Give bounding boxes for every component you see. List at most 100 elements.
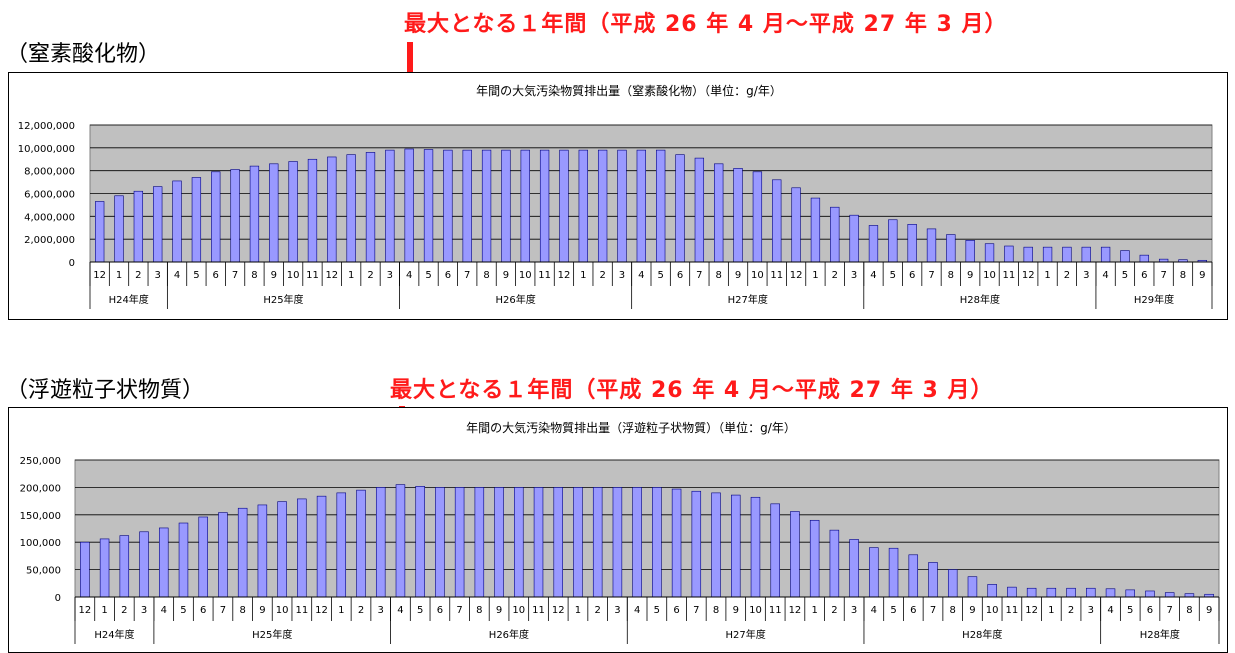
- bar: [395, 484, 406, 598]
- x-category-label: 3: [141, 605, 147, 616]
- x-category-label: 2: [595, 605, 601, 616]
- x-category-label: 12: [552, 605, 565, 616]
- x-category-label: 1: [811, 605, 817, 616]
- x-category-label: 3: [1083, 270, 1089, 281]
- bar: [307, 158, 318, 263]
- bar: [671, 488, 682, 598]
- x-category-label: 12: [315, 605, 328, 616]
- bar: [494, 487, 504, 598]
- x-category-label: 3: [1088, 605, 1094, 616]
- bar: [1023, 246, 1033, 263]
- x-category-label: 7: [1160, 270, 1166, 281]
- x-category-label: 9: [735, 270, 741, 281]
- x-category-label: 10: [749, 605, 762, 616]
- bar: [770, 503, 780, 598]
- bar: [520, 149, 530, 263]
- bar: [1164, 592, 1175, 598]
- y-tick-label: 200,000: [20, 483, 61, 494]
- x-category-label: 12: [789, 605, 802, 616]
- x-category-label: 7: [928, 270, 934, 281]
- peak-period-annotation-spm: 最大となる１年間（平成 26 年 4 月～平成 27 年 3 月）: [390, 378, 994, 403]
- x-category-label: 10: [276, 605, 289, 616]
- bar: [159, 527, 169, 598]
- x-category-label: 9: [1199, 270, 1205, 281]
- bar: [947, 569, 958, 598]
- bar: [415, 486, 425, 598]
- bar: [731, 494, 741, 598]
- x-category-label: 5: [890, 270, 896, 281]
- x-category-label: 8: [1180, 270, 1186, 281]
- bar: [984, 243, 995, 263]
- bar: [133, 190, 144, 263]
- x-category-label: 12: [325, 270, 338, 281]
- bar: [249, 165, 260, 263]
- x-category-label: 1: [338, 605, 344, 616]
- x-category-label: 6: [200, 605, 206, 616]
- x-category-label: 2: [599, 270, 605, 281]
- x-category-label: 12: [558, 270, 571, 281]
- bar: [597, 149, 608, 263]
- x-category-label: 2: [367, 270, 373, 281]
- x-category-label: 11: [538, 270, 551, 281]
- x-category-label: 6: [445, 270, 451, 281]
- fiscal-year-label: H26年度: [495, 293, 535, 306]
- bar: [501, 149, 511, 263]
- fiscal-year-label: H25年度: [263, 293, 303, 306]
- y-tick-label: 8,000,000: [24, 167, 75, 178]
- x-category-label: 8: [1186, 605, 1192, 616]
- x-category-label: 3: [619, 270, 625, 281]
- x-category-label: 4: [174, 270, 180, 281]
- bar: [829, 529, 840, 598]
- x-category-label: 4: [871, 605, 877, 616]
- x-category-label: 5: [654, 605, 660, 616]
- bar: [869, 547, 879, 598]
- y-tick-label: 2,000,000: [24, 235, 75, 246]
- fiscal-year-label: H28年度: [962, 628, 1002, 641]
- bar: [1145, 590, 1155, 598]
- bar: [907, 224, 917, 263]
- x-category-label: 12: [1022, 270, 1035, 281]
- bar: [1100, 246, 1111, 263]
- x-category-label: 7: [696, 270, 702, 281]
- fiscal-year-label: H28年度: [1140, 628, 1180, 641]
- bar: [539, 149, 550, 263]
- fiscal-year-label: H27年度: [725, 628, 765, 641]
- x-category-label: 1: [580, 270, 586, 281]
- x-category-label: 5: [890, 605, 896, 616]
- bar: [474, 487, 485, 598]
- x-category-label: 2: [832, 270, 838, 281]
- x-category-label: 3: [155, 270, 161, 281]
- bar: [404, 148, 414, 263]
- bar: [928, 562, 938, 598]
- x-category-label: 4: [634, 605, 640, 616]
- bar: [1086, 587, 1096, 598]
- bar: [462, 149, 472, 263]
- bar: [652, 487, 662, 598]
- x-category-label: 5: [193, 270, 199, 281]
- y-tick-label: 250,000: [20, 456, 61, 467]
- x-category-label: 8: [483, 270, 489, 281]
- bar: [172, 180, 182, 263]
- x-category-label: 8: [476, 605, 482, 616]
- bar: [114, 195, 124, 263]
- x-category-label: 1: [101, 605, 107, 616]
- bar: [810, 197, 821, 263]
- bar: [888, 547, 899, 598]
- x-category-label: 9: [496, 605, 502, 616]
- x-category-label: 4: [397, 605, 403, 616]
- bar: [1066, 587, 1076, 598]
- bar: [237, 507, 248, 598]
- x-category-label: 12: [93, 270, 106, 281]
- bar: [153, 186, 163, 263]
- x-category-label: 5: [417, 605, 423, 616]
- bar: [1062, 246, 1072, 263]
- x-category-label: 10: [519, 270, 532, 281]
- x-category-label: 5: [180, 605, 186, 616]
- x-category-label: 3: [387, 270, 393, 281]
- x-category-label: 3: [614, 605, 620, 616]
- fiscal-year-label: H28年度: [960, 293, 1000, 306]
- x-category-label: 2: [358, 605, 364, 616]
- x-category-label: 11: [1003, 270, 1016, 281]
- x-category-label: 5: [1127, 605, 1133, 616]
- x-category-label: 3: [851, 605, 857, 616]
